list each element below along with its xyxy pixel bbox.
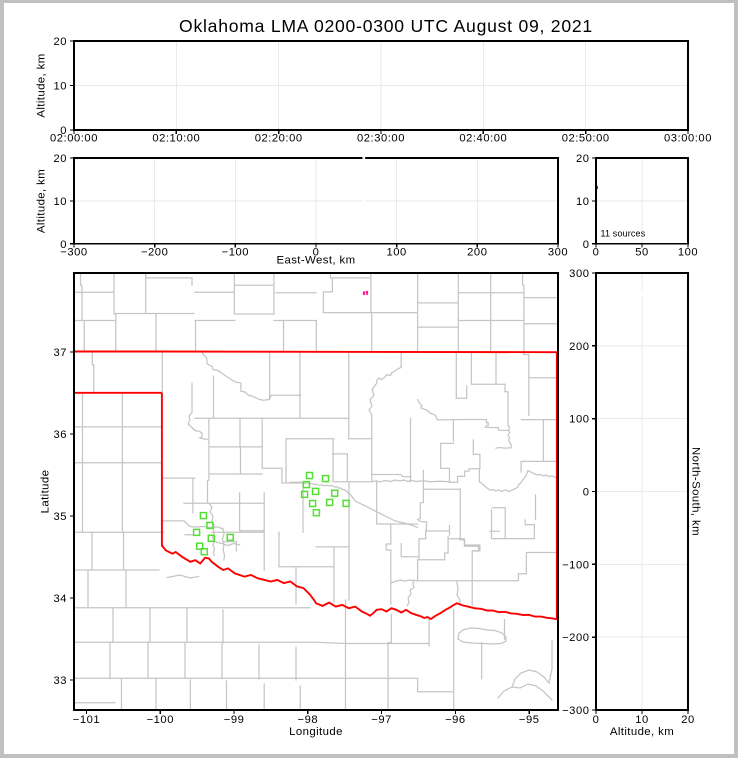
svg-text:02:50:00: 02:50:00 bbox=[562, 133, 610, 145]
svg-text:33: 33 bbox=[53, 675, 67, 687]
svg-text:100: 100 bbox=[387, 246, 407, 258]
svg-text:35: 35 bbox=[53, 511, 67, 523]
svg-text:50: 50 bbox=[635, 246, 649, 258]
svg-text:0: 0 bbox=[313, 246, 320, 258]
svg-text:0: 0 bbox=[60, 239, 67, 251]
svg-text:−101: −101 bbox=[73, 714, 100, 726]
svg-text:Oklahoma LMA 0200-0300 UTC Aug: Oklahoma LMA 0200-0300 UTC August 09, 20… bbox=[179, 16, 593, 36]
svg-text:0: 0 bbox=[60, 125, 67, 137]
svg-text:Longitude: Longitude bbox=[289, 726, 343, 738]
svg-text:20: 20 bbox=[576, 153, 590, 165]
svg-text:100: 100 bbox=[678, 246, 698, 258]
svg-text:Altitude, km: Altitude, km bbox=[610, 726, 674, 738]
svg-text:−95: −95 bbox=[519, 714, 540, 726]
svg-text:11 sources: 11 sources bbox=[601, 228, 646, 238]
svg-text:300: 300 bbox=[569, 268, 589, 280]
svg-text:03:00:00: 03:00:00 bbox=[664, 133, 712, 145]
svg-text:−300: −300 bbox=[562, 705, 589, 717]
svg-text:02:20:00: 02:20:00 bbox=[255, 133, 303, 145]
svg-text:02:00:00: 02:00:00 bbox=[50, 133, 98, 145]
svg-text:02:10:00: 02:10:00 bbox=[152, 133, 200, 145]
svg-text:0: 0 bbox=[583, 487, 590, 499]
svg-text:20: 20 bbox=[53, 36, 67, 48]
svg-text:−98: −98 bbox=[298, 714, 319, 726]
svg-text:−200: −200 bbox=[562, 632, 589, 644]
svg-text:−300: −300 bbox=[60, 246, 87, 258]
svg-text:0: 0 bbox=[593, 246, 600, 258]
svg-text:−97: −97 bbox=[371, 714, 392, 726]
svg-text:Altitude, km: Altitude, km bbox=[36, 169, 48, 233]
svg-text:North-South, km: North-South, km bbox=[690, 447, 702, 536]
svg-text:37: 37 bbox=[53, 347, 67, 359]
svg-text:200: 200 bbox=[569, 341, 589, 353]
svg-text:20: 20 bbox=[681, 714, 695, 726]
svg-text:34: 34 bbox=[53, 593, 67, 605]
svg-text:02:30:00: 02:30:00 bbox=[357, 133, 405, 145]
svg-text:10: 10 bbox=[576, 196, 590, 208]
svg-text:Latitude: Latitude bbox=[40, 470, 52, 514]
svg-text:100: 100 bbox=[569, 414, 589, 426]
svg-text:Altitude, km: Altitude, km bbox=[36, 53, 48, 117]
svg-text:−100: −100 bbox=[147, 714, 174, 726]
svg-text:−200: −200 bbox=[141, 246, 168, 258]
svg-text:10: 10 bbox=[53, 81, 67, 93]
svg-text:−96: −96 bbox=[445, 714, 466, 726]
svg-text:−100: −100 bbox=[562, 559, 589, 571]
svg-text:0: 0 bbox=[593, 714, 600, 726]
svg-text:02:40:00: 02:40:00 bbox=[459, 133, 507, 145]
svg-text:East-West, km: East-West, km bbox=[276, 255, 355, 267]
svg-text:10: 10 bbox=[635, 714, 649, 726]
svg-text:10: 10 bbox=[53, 196, 67, 208]
svg-text:300: 300 bbox=[548, 246, 568, 258]
svg-text:0: 0 bbox=[583, 239, 590, 251]
svg-text:−100: −100 bbox=[222, 246, 249, 258]
svg-text:20: 20 bbox=[53, 153, 67, 165]
svg-text:200: 200 bbox=[467, 246, 487, 258]
svg-text:−99: −99 bbox=[224, 714, 245, 726]
svg-text:36: 36 bbox=[53, 429, 67, 441]
